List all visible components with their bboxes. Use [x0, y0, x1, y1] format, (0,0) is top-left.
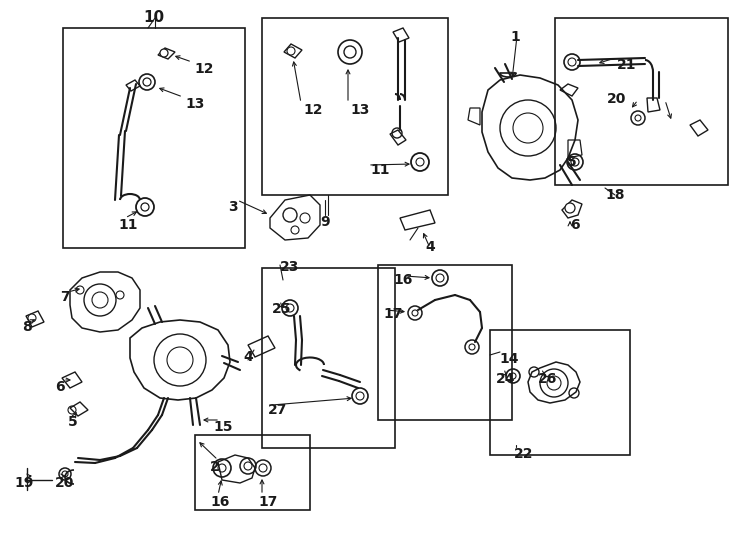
Circle shape — [160, 49, 168, 57]
Text: 5: 5 — [68, 415, 78, 429]
Text: 23: 23 — [280, 260, 299, 274]
Text: 6: 6 — [55, 380, 65, 394]
Text: 11: 11 — [118, 218, 137, 232]
Text: 24: 24 — [496, 372, 515, 386]
Text: 4: 4 — [425, 240, 435, 254]
Text: 17: 17 — [258, 495, 277, 509]
Text: 18: 18 — [605, 188, 625, 202]
Text: 27: 27 — [268, 403, 288, 417]
Bar — [262, 18, 448, 195]
Bar — [378, 265, 512, 420]
Text: 9: 9 — [320, 215, 330, 229]
Text: 25: 25 — [272, 302, 291, 316]
Text: 11: 11 — [370, 163, 390, 177]
Text: 20: 20 — [55, 476, 74, 490]
Text: 13: 13 — [350, 103, 369, 117]
Text: 19: 19 — [14, 476, 33, 490]
Text: 13: 13 — [185, 97, 204, 111]
Text: 4: 4 — [243, 350, 252, 364]
Bar — [490, 330, 630, 455]
Text: 10: 10 — [143, 10, 164, 25]
Text: 20: 20 — [607, 92, 626, 106]
Text: 17: 17 — [383, 307, 402, 321]
Text: 26: 26 — [538, 372, 557, 386]
Text: 3: 3 — [228, 200, 238, 214]
Text: 12: 12 — [303, 103, 322, 117]
Text: 6: 6 — [570, 218, 580, 232]
Bar — [262, 268, 395, 448]
Text: 16: 16 — [393, 273, 413, 287]
Text: 16: 16 — [210, 495, 229, 509]
Text: 12: 12 — [194, 62, 214, 76]
Circle shape — [28, 314, 36, 322]
Text: 14: 14 — [499, 352, 518, 366]
Circle shape — [565, 203, 575, 213]
Text: 7: 7 — [60, 290, 70, 304]
Text: 5: 5 — [567, 155, 577, 169]
Text: 8: 8 — [22, 320, 32, 334]
Bar — [195, 435, 310, 510]
Circle shape — [287, 47, 295, 55]
Bar — [63, 28, 245, 248]
Bar — [555, 18, 728, 185]
Text: 22: 22 — [514, 447, 534, 461]
Text: 15: 15 — [213, 420, 233, 434]
Text: 2: 2 — [210, 460, 219, 474]
Text: 21: 21 — [617, 58, 636, 72]
Text: 1: 1 — [510, 30, 520, 44]
